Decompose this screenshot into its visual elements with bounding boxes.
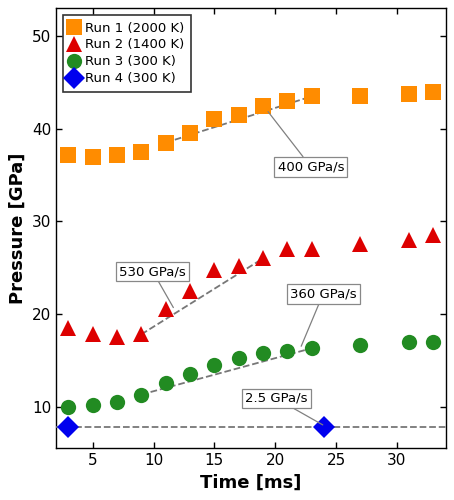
Run 2 (1400 K): [260, 256, 266, 262]
Run 2 (1400 K): [188, 288, 193, 294]
Run 2 (1400 K): [236, 263, 242, 269]
Run 2 (1400 K): [285, 246, 290, 252]
Run 1 (2000 K): [65, 152, 71, 158]
Y-axis label: Pressure [GPa]: Pressure [GPa]: [8, 152, 26, 304]
Legend: Run 1 (2000 K), Run 2 (1400 K), Run 3 (300 K), Run 4 (300 K): Run 1 (2000 K), Run 2 (1400 K), Run 3 (3…: [63, 15, 191, 92]
Run 2 (1400 K): [138, 332, 144, 338]
Run 1 (2000 K): [236, 112, 242, 118]
Run 3 (300 K): [358, 342, 363, 347]
Line: Run 2 (1400 K): Run 2 (1400 K): [61, 228, 441, 345]
Run 3 (300 K): [138, 392, 144, 398]
Run 1 (2000 K): [163, 140, 168, 145]
Run 1 (2000 K): [138, 149, 144, 155]
Run 2 (1400 K): [212, 266, 217, 272]
Run 1 (2000 K): [285, 98, 290, 104]
Run 4 (300 K): [65, 424, 71, 430]
Run 3 (300 K): [90, 402, 95, 407]
Line: Run 3 (300 K): Run 3 (300 K): [61, 334, 441, 414]
Run 3 (300 K): [212, 362, 217, 368]
Run 3 (300 K): [65, 404, 71, 409]
Run 1 (2000 K): [431, 88, 436, 94]
Line: Run 1 (2000 K): Run 1 (2000 K): [61, 84, 441, 164]
Run 3 (300 K): [236, 356, 242, 362]
Run 2 (1400 K): [406, 237, 412, 243]
Run 3 (300 K): [431, 338, 436, 344]
Run 3 (300 K): [406, 338, 412, 344]
Run 2 (1400 K): [90, 332, 95, 338]
Run 1 (2000 K): [212, 116, 217, 122]
Run 3 (300 K): [114, 399, 120, 405]
Run 2 (1400 K): [358, 242, 363, 248]
Run 1 (2000 K): [114, 152, 120, 158]
Run 2 (1400 K): [309, 246, 315, 252]
Run 3 (300 K): [163, 380, 168, 386]
Text: 2.5 GPa/s: 2.5 GPa/s: [245, 392, 323, 425]
Run 1 (2000 K): [358, 94, 363, 100]
Run 4 (300 K): [321, 424, 327, 430]
Run 1 (2000 K): [90, 154, 95, 160]
Run 3 (300 K): [285, 348, 290, 354]
Run 1 (2000 K): [406, 92, 412, 98]
Run 2 (1400 K): [114, 334, 120, 340]
Run 1 (2000 K): [260, 102, 266, 108]
X-axis label: Time [ms]: Time [ms]: [200, 474, 301, 492]
Text: 400 GPa/s: 400 GPa/s: [268, 112, 344, 174]
Run 1 (2000 K): [309, 94, 315, 100]
Text: 530 GPa/s: 530 GPa/s: [119, 265, 186, 308]
Run 2 (1400 K): [65, 325, 71, 331]
Run 1 (2000 K): [188, 130, 193, 136]
Run 2 (1400 K): [163, 306, 168, 312]
Line: Run 4 (300 K): Run 4 (300 K): [61, 420, 331, 434]
Text: 360 GPa/s: 360 GPa/s: [290, 288, 356, 346]
Run 3 (300 K): [188, 371, 193, 377]
Run 3 (300 K): [309, 345, 315, 351]
Run 2 (1400 K): [431, 232, 436, 238]
Run 3 (300 K): [260, 350, 266, 356]
